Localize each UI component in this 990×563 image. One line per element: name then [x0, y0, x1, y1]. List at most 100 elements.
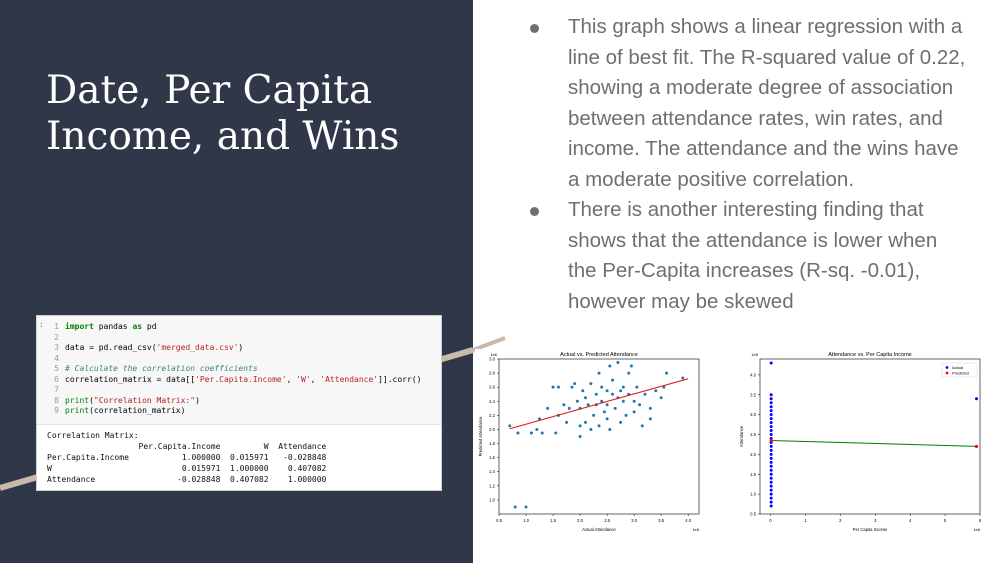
code-token: import	[65, 322, 94, 331]
data-point	[640, 424, 644, 428]
x-tick-label: 4.0	[685, 518, 691, 523]
data-point	[600, 385, 604, 389]
actual-point	[769, 472, 773, 476]
data-point	[600, 399, 604, 403]
actual-point	[769, 421, 773, 425]
code-line: 1 import pandas as pd	[41, 322, 156, 332]
actual-point	[769, 464, 773, 468]
y-tick-label: 3.0	[489, 357, 495, 362]
code-token: )	[195, 395, 200, 405]
data-point	[632, 410, 636, 414]
actual-point	[769, 504, 773, 508]
actual-point	[769, 448, 773, 452]
code-token: 'W'	[296, 374, 311, 384]
bullet-item: There is another interesting finding tha…	[528, 195, 968, 317]
notebook-cell: : 1 import pandas as pd 2 3 data = pd.read_c…	[36, 315, 442, 491]
data-point	[648, 406, 652, 410]
code-cell[interactable]: : 1 import pandas as pd 2 3 data = pd.read_c…	[37, 316, 441, 425]
code-line: 6 correlation_matrix = data[['Per.Capita.…	[41, 375, 421, 385]
income-chart-svg: Attendance vs. Per Capita Income Per Capi…	[739, 352, 982, 532]
data-point	[602, 410, 606, 414]
code-token: 'merged_data.csv'	[156, 343, 239, 352]
plot-frame	[759, 358, 981, 515]
data-point	[611, 378, 615, 382]
y-axis-label: Predicted Attendance	[478, 416, 483, 456]
data-point	[508, 424, 512, 428]
data-point	[605, 417, 609, 421]
data-point	[551, 385, 555, 389]
data-point	[562, 403, 566, 407]
y-tick-label: 2.4	[489, 399, 495, 404]
line-number: 1	[54, 322, 59, 331]
data-point	[662, 385, 666, 389]
data-point	[616, 361, 620, 365]
code-line: 3 data = pd.read_csv('merged_data.csv')	[41, 343, 243, 353]
actual-point	[769, 456, 773, 460]
code-token: print	[65, 395, 90, 405]
legend-box	[941, 362, 978, 378]
data-point	[654, 389, 658, 393]
data-point	[583, 396, 587, 400]
data-point	[597, 371, 601, 375]
data-point	[565, 420, 569, 424]
chart-title: Attendance vs. Per Capita Income	[828, 352, 911, 358]
data-point	[619, 389, 623, 393]
cell-output: Correlation Matrix: Per.Capita.Income W …	[47, 431, 327, 484]
data-point	[619, 420, 623, 424]
actual-point	[769, 492, 773, 496]
code-token: pandas	[93, 322, 133, 331]
y-tick-label: 4.0	[750, 372, 756, 377]
code-token: ,	[286, 374, 297, 384]
data-point	[608, 427, 612, 431]
x-tick-label: 1.0	[523, 518, 529, 523]
code-line: 9 print(correlation_matrix)	[41, 406, 185, 416]
data-point	[681, 376, 685, 380]
actual-point	[769, 488, 773, 492]
code-line: 2	[41, 333, 65, 343]
code-token: 'Attendance'	[320, 374, 379, 384]
data-point	[665, 371, 669, 375]
data-point	[589, 427, 593, 431]
actual-point	[769, 496, 773, 500]
line-number: 7	[54, 385, 59, 394]
legend-predicted-marker	[945, 371, 949, 375]
x-tick-label: 2.0	[577, 518, 583, 523]
y-tick-label: 2.2	[489, 413, 495, 418]
y-tick-label: 1.0	[489, 497, 495, 502]
code-token: print	[65, 406, 90, 415]
x-tick-label: 0	[769, 518, 772, 523]
code-token: (correlation_matrix)	[89, 406, 186, 415]
legend-predicted-label: Predicted	[952, 371, 969, 376]
actual-point	[769, 429, 773, 433]
y-axis-label: Attendance	[739, 425, 744, 447]
bullet-item: This graph shows a linear regression wit…	[528, 12, 968, 195]
x-axis-label: Per Capita Income	[853, 527, 888, 532]
bullet-dot-icon	[530, 207, 539, 216]
data-point	[589, 382, 593, 386]
y-exponent-label: 1e6	[751, 352, 758, 357]
code-token: correlation_matrix = data[[	[65, 374, 196, 384]
actual-point	[769, 413, 773, 417]
data-point	[581, 389, 585, 393]
data-point	[648, 417, 652, 421]
y-tick-label: 2.0	[750, 452, 756, 457]
line-number: 2	[54, 332, 59, 342]
data-point	[605, 389, 609, 393]
data-point	[643, 392, 647, 396]
x-tick-label: 3	[874, 518, 877, 523]
y-tick-label: 3.5	[750, 392, 756, 397]
income-chart: Attendance vs. Per Capita Income Per Capi…	[733, 349, 988, 540]
x-tick-label: 4	[909, 518, 912, 523]
y-tick-label: 1.5	[750, 472, 756, 477]
y-tick-label: 1.4	[489, 469, 495, 474]
x-tick-label: 5	[944, 518, 947, 523]
y-tick-label: 2.0	[489, 427, 495, 432]
actual-point	[975, 397, 979, 401]
code-line: 8 print("Correlation Matrix:")	[41, 396, 200, 406]
data-point	[597, 424, 601, 428]
code-token: )	[238, 343, 244, 352]
data-point	[573, 382, 577, 386]
bullet-list: This graph shows a linear regression wit…	[528, 12, 968, 317]
data-point	[535, 427, 539, 431]
